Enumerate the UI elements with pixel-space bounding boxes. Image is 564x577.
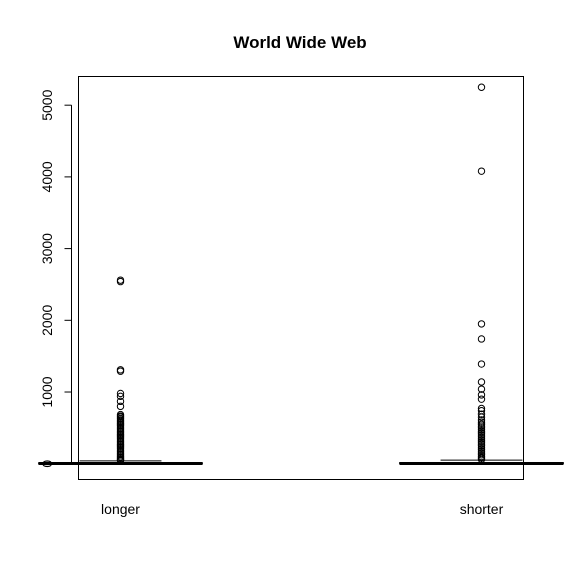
outlier-point (477, 320, 486, 328)
box-shorter (399, 83, 564, 466)
outlier-point (477, 420, 486, 428)
outlier-point (116, 366, 125, 374)
outlier-point (477, 406, 486, 415)
outlier-point (116, 410, 125, 419)
outlier-point (477, 418, 486, 426)
outlier-point (477, 385, 486, 393)
outlier-point (477, 416, 486, 424)
outlier-point (116, 392, 125, 401)
x-tick-label: shorter (460, 501, 504, 517)
outlier-point (116, 397, 125, 406)
x-axis: longer shorter (101, 501, 504, 517)
outlier-point (477, 395, 486, 403)
outlier-point (477, 335, 486, 343)
y-axis: 010002000300040005000 (39, 89, 72, 468)
chart-title: World Wide Web (233, 33, 366, 52)
outlier-point (477, 378, 486, 386)
outlier-point (116, 402, 125, 411)
box-longer (38, 276, 203, 466)
outlier-point (116, 389, 125, 398)
plot-frame (78, 76, 524, 480)
outlier-point (477, 167, 486, 175)
outlier-point (477, 391, 486, 399)
box-group (38, 83, 564, 466)
y-tick-label: 2000 (39, 305, 55, 336)
y-tick-label: 1000 (39, 376, 55, 407)
x-tick-label: longer (101, 501, 140, 517)
y-tick-label: 3000 (39, 233, 55, 264)
outlier-point (477, 410, 486, 418)
outlier-point (477, 360, 486, 368)
outlier-point (477, 404, 486, 413)
outlier-point (477, 83, 486, 91)
y-tick-label: 4000 (39, 161, 55, 192)
y-tick-label: 5000 (39, 89, 55, 120)
outlier-point (116, 276, 125, 284)
